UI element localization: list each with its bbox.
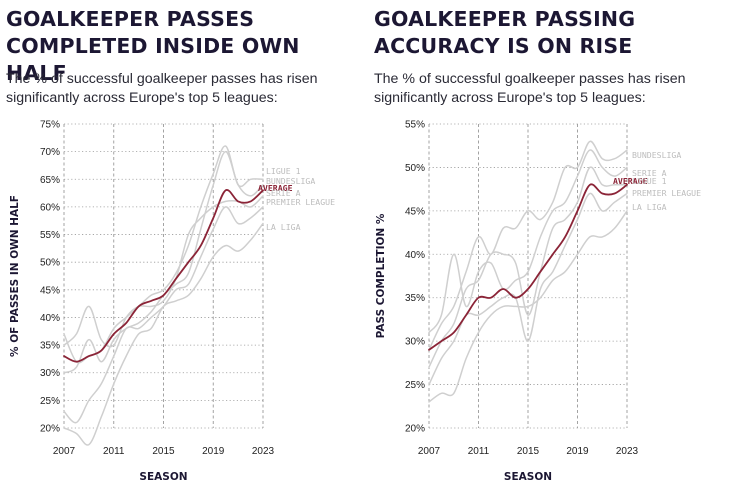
series-line-average [428, 183, 628, 351]
y-tick-label: 25% [405, 380, 425, 391]
y-tick-label: 55% [40, 230, 60, 241]
legend-label-premier-league: PREMIER LEAGUE [266, 197, 335, 207]
x-tick-label: 2019 [202, 446, 225, 457]
x-axis-title: SEASON [504, 471, 552, 483]
y-tick-label: 35% [40, 341, 60, 352]
series-line-la-liga [63, 222, 264, 446]
y-tick-label: 65% [40, 175, 60, 186]
series-line-serie-a [428, 149, 628, 334]
legend-label-bundesliga: BUNDESLIGA [266, 176, 315, 186]
chart-panel-own-half: GOALKEEPER PASSES COMPLETED INSIDE OWN H… [0, 0, 362, 486]
x-tick-label: 2015 [517, 446, 540, 457]
y-tick-label: 20% [405, 424, 425, 435]
legend-label-premier-league: PREMIER LEAGUE [632, 188, 701, 198]
y-tick-label: 30% [40, 368, 60, 379]
legend-label-serie-a: SERIE A [266, 188, 301, 198]
legend-label-average: AVERAGE [258, 183, 293, 193]
y-tick-label: 35% [405, 293, 425, 304]
y-tick-label: 40% [40, 313, 60, 324]
chart-panel-accuracy: GOALKEEPER PASSING ACCURACY IS ON RISE T… [368, 0, 730, 486]
series-line-la-liga [428, 210, 628, 403]
y-tick-label: 45% [40, 285, 60, 296]
legend-label-bundesliga: BUNDESLIGA [632, 150, 681, 160]
y-axis-title: % OF PASSES IN OWN HALF [9, 195, 21, 357]
x-tick-label: 2023 [616, 446, 639, 457]
series-line-average [63, 189, 264, 363]
y-tick-label: 40% [405, 250, 425, 261]
x-tick-label: 2023 [252, 446, 275, 457]
x-tick-label: 2011 [468, 446, 490, 457]
chart-subtitle: The % of successful goalkeeper passes ha… [374, 71, 686, 106]
x-tick-label: 2007 [418, 446, 441, 457]
accuracy-chart: 20% 25% 30% 35% 40% 45% 50% 55% 2007 2011 2015 2019… [375, 120, 701, 484]
y-tick-label: 50% [405, 163, 425, 174]
series-line-ligue-1 [428, 166, 628, 368]
legend-label-ligue-1: LIGUE 1 [266, 166, 301, 176]
chart-subtitle: The % of successful goalkeeper passes ha… [6, 71, 318, 106]
y-tick-label: 20% [40, 424, 60, 435]
own-half-chart: 20% 25% 30% 35% 40% 45% 50% 55% 60% 65% 70% 75% 2007… [9, 120, 335, 484]
legend-label-la-liga: LA LIGA [266, 222, 301, 232]
legend-label-ligue-1: LIGUE 1 [632, 176, 667, 186]
y-tick-label: 45% [405, 206, 425, 217]
y-tick-label: 50% [40, 258, 60, 269]
y-tick-label: 75% [40, 120, 60, 131]
legend-label-average: AVERAGE [613, 176, 648, 186]
x-tick-label: 2019 [566, 446, 589, 457]
y-tick-label: 30% [405, 337, 425, 348]
chart-title: GOALKEEPER PASSING ACCURACY IS ON RISE [374, 7, 636, 58]
x-axis-title: SEASON [139, 471, 187, 483]
legend-label-la-liga: LA LIGA [632, 202, 667, 212]
y-axis-title: PASS COMPLETION % [375, 213, 387, 338]
x-tick-label: 2015 [152, 446, 175, 457]
legend-label-serie-a: SERIE A [632, 168, 667, 178]
series-line-bundesliga [428, 140, 628, 351]
y-tick-label: 55% [405, 120, 425, 131]
x-tick-label: 2007 [53, 446, 76, 457]
chart-title: GOALKEEPER PASSES COMPLETED INSIDE OWN H… [6, 7, 300, 85]
y-tick-label: 60% [40, 202, 60, 213]
y-tick-label: 25% [40, 396, 60, 407]
series-line-serie-a [63, 195, 264, 348]
x-tick-label: 2011 [103, 446, 125, 457]
y-tick-label: 70% [40, 147, 60, 158]
